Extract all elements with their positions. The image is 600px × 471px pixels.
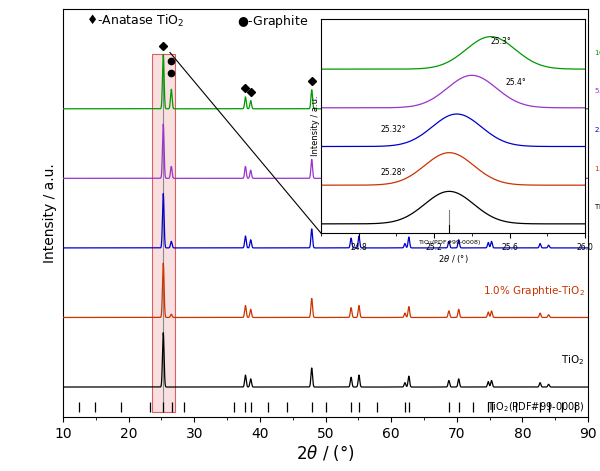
Bar [152, 55, 175, 412]
Text: 5.0% Graphtie-TiO$_2$: 5.0% Graphtie-TiO$_2$ [595, 87, 600, 97]
Text: TiO$_2$: TiO$_2$ [562, 353, 585, 367]
Text: $\mathbf{●}$-Graphite: $\mathbf{●}$-Graphite [237, 13, 308, 30]
Text: TiO$_2$(PDF#99-0008): TiO$_2$(PDF#99-0008) [487, 400, 585, 414]
Text: 10% Graphtie-TiO$_2$: 10% Graphtie-TiO$_2$ [486, 75, 585, 89]
Text: 25.28°: 25.28° [380, 168, 406, 177]
Text: 5.0% Graphtie-TiO$_2$: 5.0% Graphtie-TiO$_2$ [483, 145, 585, 158]
Text: 25.3°: 25.3° [491, 37, 511, 46]
Text: 25.4°: 25.4° [506, 78, 527, 88]
Text: $\mathbf{♦}$-Anatase TiO$_2$: $\mathbf{♦}$-Anatase TiO$_2$ [86, 13, 184, 29]
X-axis label: $2\theta$ / (°): $2\theta$ / (°) [437, 253, 469, 265]
Text: 1.0% Graphtie-TiO$_2$: 1.0% Graphtie-TiO$_2$ [595, 164, 600, 175]
Text: 2.5% Graphtie-TiO$_2$: 2.5% Graphtie-TiO$_2$ [595, 126, 600, 136]
Y-axis label: Intensity / a.u.: Intensity / a.u. [43, 163, 58, 263]
Text: 25.32°: 25.32° [380, 125, 406, 134]
Text: 2.5% Graphtie-TiO$_2$: 2.5% Graphtie-TiO$_2$ [483, 214, 585, 228]
Text: 10% Graphtie-TiO$_2$: 10% Graphtie-TiO$_2$ [595, 49, 600, 59]
X-axis label: $2\theta$ / (°): $2\theta$ / (°) [296, 443, 355, 463]
Text: 1.0% Graphtie-TiO$_2$: 1.0% Graphtie-TiO$_2$ [483, 284, 585, 298]
Y-axis label: Intensity / a.u.: Intensity / a.u. [311, 96, 320, 156]
Text: TiO$_2$(PDF#99-0008): TiO$_2$(PDF#99-0008) [418, 238, 481, 247]
Text: TiO$_2$: TiO$_2$ [595, 203, 600, 213]
